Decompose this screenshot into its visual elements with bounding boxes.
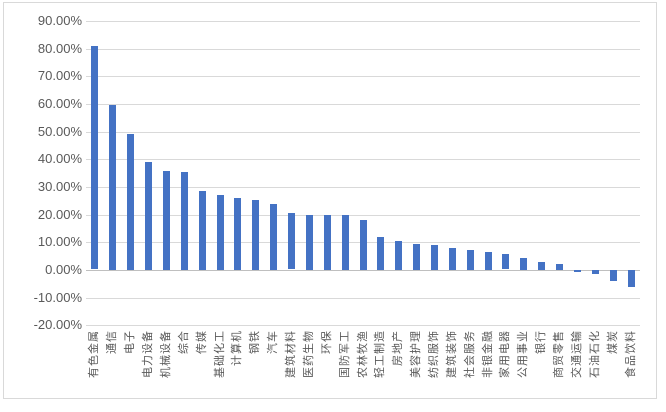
gridline <box>86 21 640 22</box>
bar-机械设备 <box>163 171 170 270</box>
x-axis-category-label: 纺织服饰 <box>428 330 440 378</box>
x-axis-category-label: 基础化工 <box>214 330 226 378</box>
bar-传媒 <box>199 191 206 270</box>
y-axis-tick-label: 60.00% <box>37 96 82 111</box>
bar-农林牧渔 <box>360 220 367 270</box>
bar-基础化工 <box>217 195 224 270</box>
bar-电力设备 <box>145 162 152 270</box>
x-axis-category-label: 非银金融 <box>482 330 494 378</box>
gridline <box>86 159 640 160</box>
bar-计算机 <box>234 198 241 270</box>
bar-美容护理 <box>413 244 420 270</box>
x-axis-line <box>86 270 640 271</box>
bar-社会服务 <box>467 250 474 270</box>
bar-纺织服饰 <box>431 245 438 270</box>
y-axis-tick-label: -20.00% <box>33 317 82 332</box>
x-axis-category-label: 电力设备 <box>142 330 154 378</box>
bar-公用事业 <box>520 258 527 270</box>
x-axis-category-label: 电子 <box>124 330 136 354</box>
gridline <box>86 132 640 133</box>
x-axis-category-label: 综合 <box>178 330 190 354</box>
gridline <box>86 298 640 299</box>
y-axis-tick-label: 10.00% <box>37 234 82 249</box>
x-axis-category-label: 传媒 <box>196 330 208 354</box>
bar-食品饮料 <box>628 270 635 287</box>
x-axis-category-label: 钢铁 <box>249 330 261 354</box>
bar-商贸零售 <box>556 264 563 270</box>
bar-建筑装饰 <box>449 248 456 270</box>
x-axis-category-label: 机械设备 <box>160 330 172 378</box>
x-axis-category-label: 家用电器 <box>499 330 511 378</box>
y-axis-tick-label: 20.00% <box>37 207 82 222</box>
x-axis-category-label: 计算机 <box>231 330 243 366</box>
x-axis-category-label: 农林牧渔 <box>357 330 369 378</box>
x-axis-category-label: 轻工制造 <box>374 330 386 378</box>
x-axis-category-label: 社会服务 <box>464 330 476 378</box>
bar-煤炭 <box>610 270 617 281</box>
bar-有色金属 <box>91 46 98 269</box>
bar-钢铁 <box>252 200 259 270</box>
x-axis-category-label: 银行 <box>535 330 547 354</box>
x-axis-category-label: 食品饮料 <box>625 330 637 378</box>
x-axis-category-label: 房地产 <box>392 330 404 366</box>
bar-非银金融 <box>485 252 492 270</box>
bar-医药生物 <box>306 215 313 270</box>
x-axis-category-label: 煤炭 <box>607 330 619 354</box>
x-axis-category-label: 公用事业 <box>517 330 529 378</box>
bar-房地产 <box>395 241 402 270</box>
x-axis-category-label: 建筑装饰 <box>446 330 458 378</box>
x-axis-category-label: 交通运输 <box>571 330 583 378</box>
y-axis-tick-label: 50.00% <box>37 124 82 139</box>
x-axis-category-label: 环保 <box>321 330 333 354</box>
x-axis-category-label: 有色金属 <box>88 330 100 378</box>
y-axis-tick-label: 40.00% <box>37 151 82 166</box>
gridline <box>86 49 640 50</box>
x-axis-category-label: 商贸零售 <box>553 330 565 378</box>
gridline <box>86 76 640 77</box>
x-axis-category-label: 汽车 <box>267 330 279 354</box>
y-axis-tick-label: 80.00% <box>37 41 82 56</box>
bar-银行 <box>538 262 545 270</box>
bar-石油石化 <box>592 270 599 274</box>
x-axis-category-label: 建筑材料 <box>285 330 297 378</box>
bar-家用电器 <box>502 254 509 269</box>
bar-综合 <box>181 172 188 270</box>
y-axis-tick-label: 0.00% <box>45 262 82 277</box>
x-axis-category-label: 国防军工 <box>339 330 351 378</box>
gridline <box>86 215 640 216</box>
bar-通信 <box>109 105 116 270</box>
y-axis-tick-label: 90.00% <box>37 13 82 28</box>
bar-汽车 <box>270 204 277 270</box>
y-axis-tick-label: 70.00% <box>37 68 82 83</box>
bar-交通运输 <box>574 270 581 272</box>
bar-轻工制造 <box>377 237 384 270</box>
bar-环保 <box>324 215 331 270</box>
x-axis-category-label: 美容护理 <box>410 330 422 378</box>
gridline <box>86 104 640 105</box>
y-axis-tick-label: 30.00% <box>37 179 82 194</box>
bar-建筑材料 <box>288 213 295 269</box>
bar-国防军工 <box>342 215 349 270</box>
x-axis-category-label: 医药生物 <box>303 330 315 378</box>
y-axis-tick-label: -10.00% <box>33 290 82 305</box>
x-axis-category-label: 石油石化 <box>589 330 601 378</box>
x-axis-category-label: 通信 <box>106 330 118 354</box>
gridline <box>86 325 640 326</box>
gridline <box>86 187 640 188</box>
bar-电子 <box>127 134 134 270</box>
